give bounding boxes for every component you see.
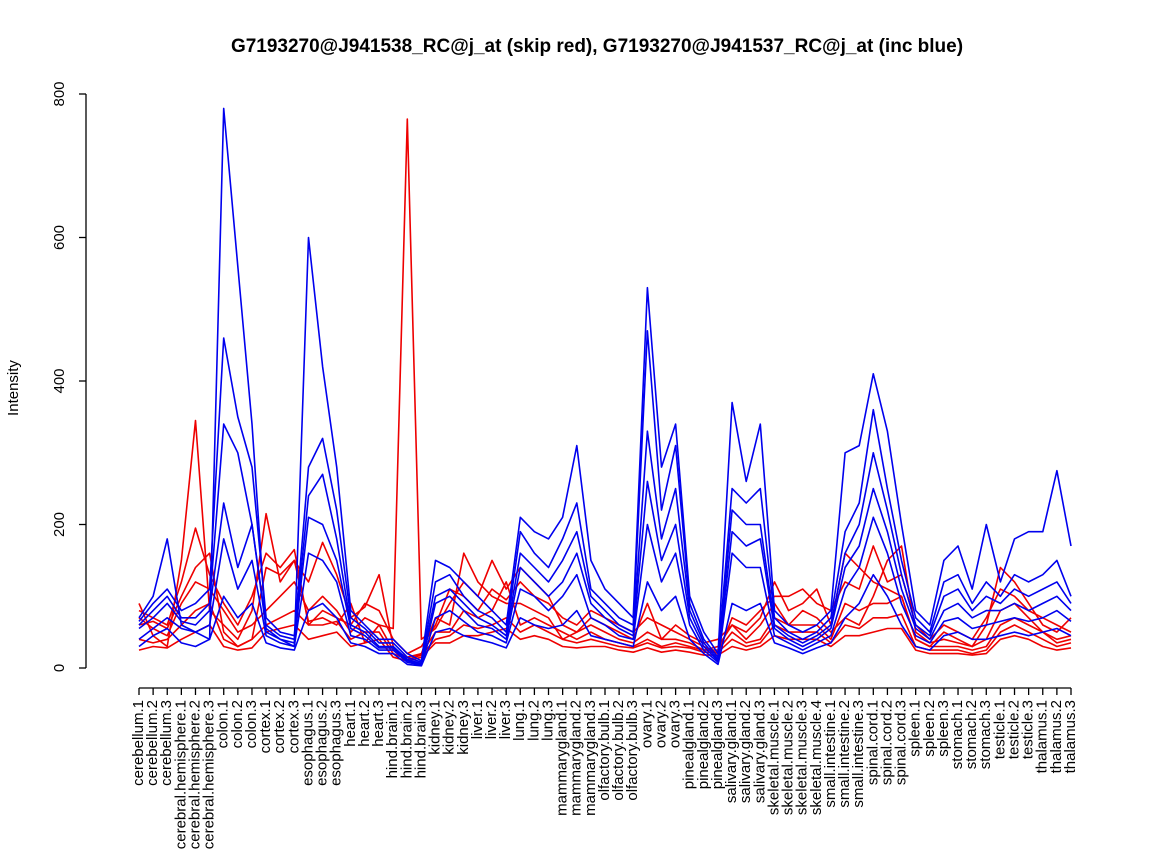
x-tick-label: spleen.3 [935,700,952,757]
x-tick-label: stomach.1 [949,700,966,769]
x-tick-label: skeletal.muscle.3 [794,700,811,815]
x-tick-label: cortex.3 [285,700,302,753]
x-tick-label: esophagus.2 [314,700,331,786]
x-tick-label: spleen.1 [907,700,924,757]
x-tick-label: spinal.cord.2 [878,700,895,785]
x-tick-label: olfactory.bulb.3 [624,700,641,801]
series-line-skip-0 [138,118,1072,648]
y-tick-label: 200 [51,512,68,537]
x-tick-label: liver.3 [497,700,514,739]
x-tick-label: stomach.3 [977,700,994,769]
x-tick-label: mammarygland.3 [582,700,599,816]
x-tick-label: kidney.3 [455,700,472,755]
y-tick-label: 600 [51,225,68,250]
x-tick-label: hind.brain.2 [398,700,415,778]
x-tick-label: kidney.2 [441,700,458,755]
y-axis-label: Intensity [5,360,22,416]
x-tick-label: mammarygland.1 [554,700,571,816]
chart-title: G7193270@J941538_RC@j_at (skip red), G71… [231,36,963,57]
x-tick-label: cerebral.hemisphere.1 [172,700,189,849]
x-tick-label: cortex.2 [271,700,288,753]
x-tick-label: pinealgland.2 [695,700,712,789]
x-tick-label: cerebellum.2 [144,700,161,786]
x-tick-label: olfactory.bulb.1 [596,700,613,801]
series-line-skip-2 [138,541,1072,662]
y-tick-label: 0 [51,664,68,672]
x-tick-label: esophagus.3 [328,700,345,786]
x-tick-label: pinealgland.3 [709,700,726,789]
x-tick-label: lung.3 [539,700,556,741]
x-tick-label: testicle.1 [991,700,1008,759]
series-line-inc-11 [138,573,1072,667]
x-tick-label: heart.2 [356,700,373,747]
x-tick-label: ovary.2 [652,700,669,748]
x-tick-label: hind.brain.3 [412,700,429,778]
y-tick-label: 400 [51,368,68,393]
x-tick-label: colon.2 [229,700,246,748]
x-tick-label: thalamus.1 [1034,700,1051,773]
x-tick-label: liver.1 [469,700,486,739]
y-tick-label: 800 [51,81,68,106]
x-tick-label: spinal.cord.3 [893,700,910,785]
x-tick-label: mammarygland.2 [568,700,585,816]
x-tick-label: liver.2 [483,700,500,739]
x-tick-label: small.intestine.3 [850,700,867,808]
x-tick-label: cerebellum.1 [130,700,147,786]
x-tick-label: lung.1 [511,700,528,741]
series-line-inc-7 [138,329,1072,664]
x-tick-label: cerebral.hemisphere.2 [186,700,203,849]
x-tick-label: pinealgland.1 [681,700,698,789]
x-tick-label: salivary.gland.1 [723,700,740,803]
x-tick-label: skeletal.muscle.2 [780,700,797,815]
x-tick-label: salivary.gland.2 [737,700,754,803]
x-tick-label: skeletal.muscle.4 [808,700,825,815]
x-tick-label: hind.brain.1 [384,700,401,778]
x-tick-label: lung.2 [525,700,542,741]
x-tick-label: cerebellum.3 [158,700,175,786]
x-tick-label: ovary.3 [667,700,684,748]
y-axis: 0 200 400 600 800 [51,81,87,672]
x-tick-label: ovary.1 [638,700,655,748]
x-tick-label: olfactory.bulb.2 [610,700,627,801]
x-tick-label: cerebral.hemisphere.3 [201,700,218,849]
x-axis: cerebellum.1cerebellum.2cerebellum.3cere… [130,687,1079,849]
x-tick-label: colon.3 [243,700,260,748]
x-tick-label: testicle.3 [1020,700,1037,759]
x-tick-label: small.intestine.1 [822,700,839,808]
x-tick-label: testicle.2 [1005,700,1022,759]
series-layer [138,107,1072,667]
x-tick-label: spinal.cord.1 [864,700,881,785]
x-tick-label: salivary.gland.3 [751,700,768,803]
x-tick-label: colon.1 [215,700,232,748]
x-tick-label: thalamus.2 [1048,700,1065,773]
x-tick-label: heart.1 [342,700,359,747]
x-tick-label: small.intestine.2 [836,700,853,808]
x-tick-label: esophagus.1 [299,700,316,786]
x-tick-label: thalamus.3 [1062,700,1079,773]
x-tick-label: heart.3 [370,700,387,747]
series-line-inc-10 [138,516,1072,666]
x-tick-label: skeletal.muscle.1 [765,700,782,815]
x-tick-label: cortex.1 [257,700,274,753]
x-tick-label: stomach.2 [963,700,980,769]
x-tick-label: spleen.2 [921,700,938,757]
x-tick-label: kidney.1 [427,700,444,755]
